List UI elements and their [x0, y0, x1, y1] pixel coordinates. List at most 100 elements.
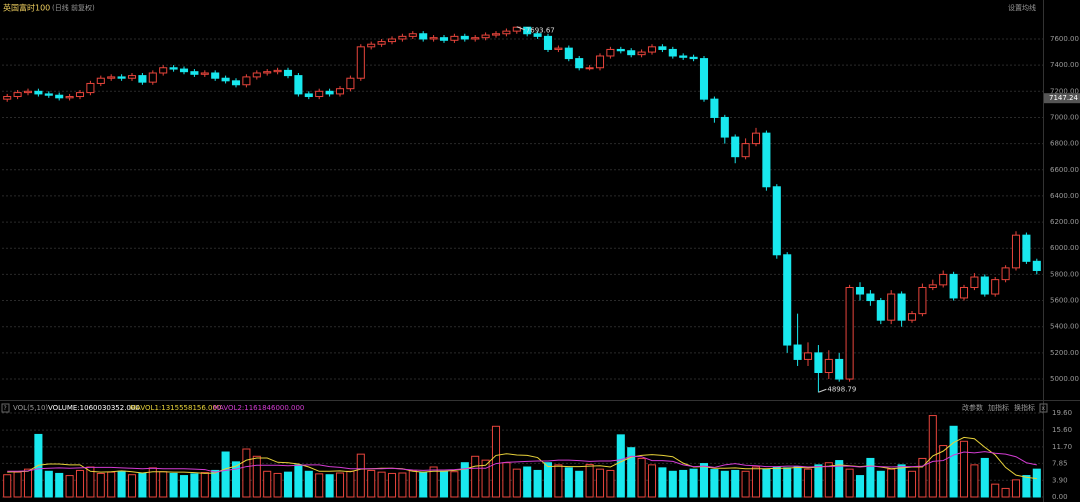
- volume-bar: [585, 463, 594, 498]
- y-tick-label: 7.85: [1052, 459, 1068, 467]
- y-tick-label: 0.00: [1052, 493, 1068, 501]
- candle-body: [283, 69, 293, 77]
- volume-bar: [138, 472, 147, 498]
- help-icon[interactable]: [1, 403, 10, 413]
- volume-bar: [616, 434, 625, 498]
- volume-bar: [346, 470, 355, 498]
- y-tick-label: 5400.00: [1050, 323, 1079, 331]
- volume-bar: [419, 471, 428, 498]
- candle-body: [481, 34, 490, 39]
- candle-body: [564, 47, 573, 60]
- volume-bar: [75, 469, 85, 498]
- candle-body: [627, 50, 636, 56]
- candle-body: [23, 90, 33, 94]
- candle-body: [887, 293, 896, 321]
- volume-bar: [200, 472, 209, 498]
- y-tick-label: 5800.00: [1050, 270, 1079, 278]
- candle-body: [772, 186, 781, 256]
- candle-body: [710, 98, 719, 118]
- volume-bar: [190, 473, 199, 498]
- y-tick-label: 7200.00: [1050, 87, 1079, 95]
- help-icon-glyph: ?: [4, 405, 7, 412]
- candle-body: [221, 77, 230, 82]
- candle-body: [928, 284, 937, 288]
- candle-body: [783, 254, 792, 346]
- volume-bar: [710, 469, 719, 498]
- y-tick-label: 7600.00: [1050, 35, 1079, 43]
- volume-bar: [169, 472, 178, 498]
- candle-body: [575, 58, 584, 69]
- volume-bar: [304, 470, 313, 498]
- candle-body: [689, 56, 698, 60]
- candle-body: [699, 58, 709, 100]
- candle-body: [13, 92, 22, 98]
- volume-bar: [179, 475, 189, 498]
- candle-body: [159, 67, 168, 74]
- settings-button[interactable]: 设置均线: [1008, 3, 1036, 12]
- volume-bar: [897, 464, 906, 498]
- volume-bar: [471, 455, 480, 498]
- volume-bar: [96, 472, 105, 498]
- volume-bar: [720, 470, 729, 498]
- candle-body: [616, 48, 625, 52]
- candle-body: [86, 82, 95, 94]
- candle-body: [491, 33, 501, 36]
- candle-body: [939, 273, 948, 286]
- volume-bar: [1022, 475, 1031, 498]
- volume-bar: [824, 462, 833, 498]
- volume-bar: [595, 468, 605, 498]
- tool-button[interactable]: 改参数: [962, 403, 983, 412]
- candle-body: [75, 92, 85, 98]
- y-tick-label: 6000.00: [1050, 244, 1079, 252]
- volume-bar: [658, 467, 667, 498]
- candle-body: [200, 72, 209, 75]
- volume-bar: [991, 483, 1000, 498]
- candle-body: [55, 94, 64, 99]
- candle-body: [190, 71, 199, 75]
- volume-bar: [460, 462, 469, 498]
- legend-entry: MAVOL2:1161846000.000: [213, 404, 304, 412]
- volume-bar: [367, 469, 376, 498]
- candle-body: [304, 93, 313, 98]
- price-tag: 7147.24: [1049, 94, 1078, 102]
- candle-body: [991, 279, 1000, 295]
- chart-title: 英国富时100: [3, 3, 50, 13]
- volume-bar: [689, 468, 698, 498]
- volume-bar: [117, 470, 126, 498]
- candle-body: [554, 47, 563, 50]
- candle-body: [731, 136, 740, 158]
- volume-bar: [949, 425, 958, 498]
- candle-body: [335, 88, 345, 95]
- candle-body: [980, 276, 989, 295]
- ma-line: [7, 451, 1037, 473]
- min-label: 4898.79: [827, 385, 856, 393]
- candle-body: [3, 96, 12, 100]
- tool-button[interactable]: 加指标: [988, 403, 1009, 412]
- candle-body: [1022, 234, 1031, 262]
- volume-bar: [970, 464, 979, 498]
- candle-body: [533, 33, 542, 37]
- y-tick-label: 3.90: [1052, 476, 1068, 484]
- chart-subtitle: (日线 前复权): [52, 3, 95, 12]
- volume-bar: [793, 466, 802, 498]
- volume-bar: [273, 472, 282, 498]
- volume-bar: [762, 468, 771, 498]
- volume-bar: [512, 468, 521, 498]
- candle-body: [658, 46, 667, 50]
- candle-body: [398, 35, 407, 40]
- volume-bar: [502, 462, 511, 498]
- candle-body: [263, 71, 272, 74]
- volume-bar: [523, 466, 532, 498]
- candle-body: [502, 30, 511, 35]
- tool-button[interactable]: 换指标: [1014, 403, 1035, 412]
- volume-bar: [772, 466, 781, 498]
- candle-body: [346, 77, 355, 90]
- max-leader: [516, 26, 525, 31]
- volume-bar: [3, 474, 12, 498]
- candle-body: [679, 55, 688, 58]
- candle-body: [325, 90, 334, 95]
- close-icon[interactable]: [1039, 403, 1048, 413]
- volume-title: VOL(5,10): [13, 404, 48, 412]
